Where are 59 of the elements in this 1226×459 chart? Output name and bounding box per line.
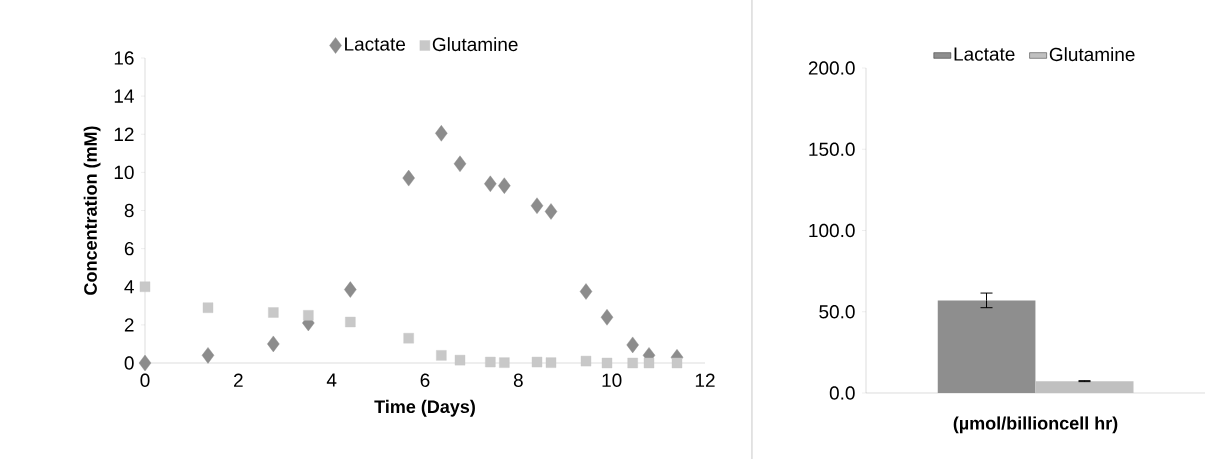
y-tick-label: 6 bbox=[124, 241, 134, 256]
point bbox=[485, 356, 496, 368]
point bbox=[531, 356, 543, 368]
y-tick-label: 2 bbox=[124, 318, 134, 332]
point bbox=[643, 357, 655, 369]
point bbox=[453, 155, 467, 172]
point bbox=[201, 347, 215, 364]
legend-label: Lactate bbox=[345, 37, 406, 51]
y-tick-label: 150.0 bbox=[809, 142, 855, 156]
point bbox=[580, 355, 592, 367]
point bbox=[344, 281, 357, 298]
x-tick-label: 6 bbox=[420, 373, 430, 387]
y-tick-label: 200.0 bbox=[808, 61, 855, 75]
point bbox=[402, 169, 415, 187]
point bbox=[454, 354, 466, 366]
x-tick-label: 4 bbox=[326, 373, 337, 387]
point bbox=[627, 357, 638, 369]
point bbox=[139, 281, 151, 292]
y-tick-label: 10 bbox=[114, 165, 134, 180]
point bbox=[345, 316, 356, 328]
x-tick-label: 12 bbox=[695, 373, 715, 387]
x-axis-title: Time (Days) bbox=[374, 399, 475, 417]
point bbox=[601, 357, 613, 369]
y-tick-label: 16 bbox=[114, 51, 134, 65]
point bbox=[484, 175, 497, 193]
point bbox=[403, 333, 414, 344]
point bbox=[202, 302, 214, 313]
x-tick-label: 0 bbox=[140, 373, 150, 387]
legend-label: Glutamine bbox=[1049, 47, 1135, 62]
point bbox=[671, 357, 683, 369]
x-tick-label: 10 bbox=[602, 373, 622, 387]
y-axis-title: Concentration (mM) bbox=[83, 126, 101, 295]
point bbox=[436, 350, 447, 361]
point bbox=[138, 354, 152, 372]
point bbox=[498, 177, 511, 194]
y-tick-label: 0.0 bbox=[829, 386, 855, 400]
point bbox=[626, 336, 639, 354]
point bbox=[600, 309, 614, 326]
y-tick-label: 14 bbox=[114, 89, 134, 103]
y-tick-label: 100.0 bbox=[809, 223, 855, 238]
point bbox=[435, 125, 448, 142]
y-tick-label: 0 bbox=[124, 356, 134, 370]
y-tick-label: 4 bbox=[124, 280, 134, 294]
point bbox=[545, 357, 557, 368]
point bbox=[579, 283, 593, 300]
point bbox=[544, 203, 558, 220]
legend-label: Glutamine bbox=[432, 37, 518, 52]
x-tick-label: 2 bbox=[234, 373, 243, 387]
x-axis-title: (µmol/billioncell hr) bbox=[953, 416, 1118, 434]
point bbox=[499, 357, 510, 368]
point bbox=[267, 335, 280, 353]
point bbox=[530, 197, 544, 214]
point bbox=[268, 307, 279, 318]
y-tick-label: 50.0 bbox=[819, 305, 855, 319]
x-tick-label: 8 bbox=[513, 373, 523, 387]
legend-label: Lactate bbox=[954, 47, 1015, 61]
point bbox=[303, 310, 314, 321]
y-tick-label: 8 bbox=[124, 203, 134, 218]
y-tick-label: 12 bbox=[114, 127, 134, 141]
